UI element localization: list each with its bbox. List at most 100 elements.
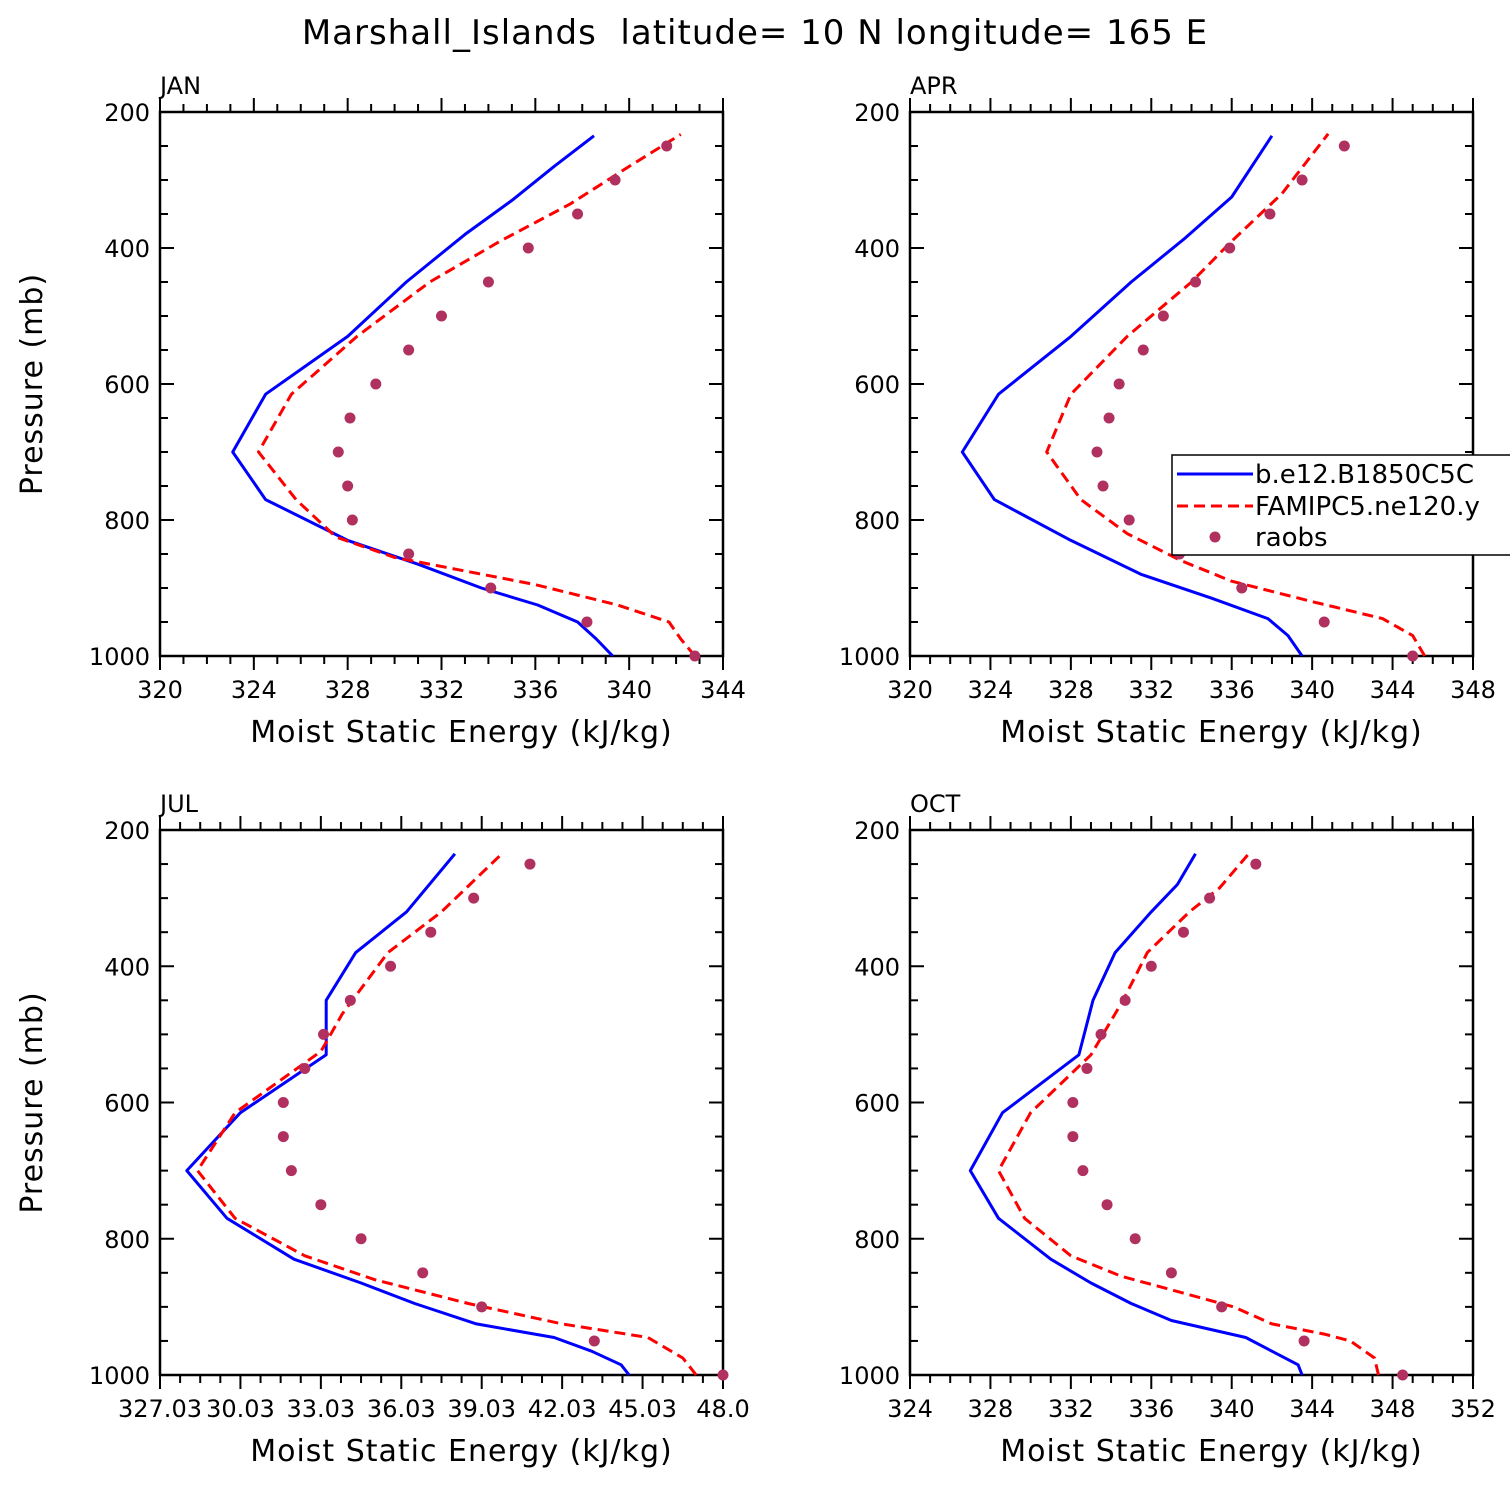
raobs-point (524, 858, 536, 870)
series-line-b-e12 (185, 852, 631, 1376)
raobs-point (1407, 650, 1419, 662)
raobs-point (436, 310, 447, 322)
series-line-famipc5 (257, 133, 697, 657)
raobs-point (1264, 208, 1276, 220)
x-tick-label: 36.03 (367, 1395, 436, 1423)
raobs-point (1103, 412, 1115, 424)
raobs-point (370, 378, 382, 390)
raobs-point (689, 650, 701, 662)
series-line-famipc5 (997, 851, 1380, 1376)
raobs-point (1236, 582, 1248, 594)
y-tick-label: 1000 (89, 1362, 150, 1390)
x-tick-label: 30.03 (206, 1395, 275, 1423)
x-tick-label: 332 (1128, 676, 1174, 704)
raobs-point (277, 1097, 289, 1108)
raobs-point (1296, 174, 1308, 186)
figure-title: Marshall_Islands latitude= 10 N longitud… (302, 13, 1208, 53)
y-tick-label: 600 (854, 1090, 900, 1118)
panel-jan: 200 400 600 800 1000 320 324 328 332 336 340 344 JAN… (15, 72, 746, 750)
x-tick-label: 336 (1209, 676, 1255, 704)
x-axis-label: Moist Static Energy (kJ/kg) (1000, 715, 1423, 750)
y-tick-label: 800 (854, 1226, 900, 1254)
x-tick-label: 332 (419, 676, 465, 704)
x-tick-label: 344 (1370, 676, 1416, 704)
x-tick-label: 336 (512, 676, 558, 704)
raobs-point (1081, 1062, 1093, 1074)
raobs-point (1298, 1335, 1310, 1347)
y-tick-label: 400 (854, 953, 900, 981)
y-tick-label: 200 (854, 99, 900, 127)
raobs-point (285, 1165, 297, 1177)
x-tick-label: 328 (1048, 676, 1094, 704)
panel-label: JUL (158, 790, 199, 818)
panel-label: APR (910, 72, 958, 100)
raobs-point (1145, 960, 1157, 972)
raobs-point (403, 548, 415, 560)
raobs-point (1123, 514, 1135, 526)
y-tick-label: 200 (854, 817, 900, 845)
panel-jul: 200 400 600 800 1000 327.03 30.03 33.03 36.03 39.… (15, 790, 750, 1469)
x-tick-label: 48.0 (696, 1395, 749, 1423)
legend-entry-label: FAMIPC5.ne120.y (1255, 492, 1480, 522)
raobs-point (609, 174, 621, 186)
raobs-point (1067, 1097, 1079, 1108)
raobs-point (342, 480, 354, 492)
x-tick-label: 340 (606, 676, 652, 704)
raobs-point (332, 446, 344, 458)
raobs-point (1097, 480, 1109, 492)
y-tick-label: 400 (104, 235, 150, 263)
raobs-point (1224, 242, 1236, 254)
panel-oct: 200 400 600 800 1000 324 328 332 336 340 344 348 352… (839, 790, 1496, 1469)
y-tick-label: 800 (104, 1226, 150, 1254)
raobs-point (344, 412, 356, 424)
raobs-point (1397, 1369, 1409, 1381)
raobs-point (1157, 310, 1169, 322)
raobs-point (1119, 994, 1131, 1006)
raobs-point (572, 208, 584, 220)
raobs-point (385, 960, 397, 972)
raobs-point (482, 276, 494, 288)
y-tick-label: 600 (104, 371, 150, 399)
panel-apr: 200 400 600 800 1000 320 324 328 332 336 340 344 348… (839, 72, 1496, 750)
y-tick-label: 400 (104, 953, 150, 981)
raobs-point (1067, 1131, 1079, 1143)
x-tick-label: 324 (231, 676, 277, 704)
raobs-point (1250, 858, 1262, 870)
x-tick-label: 344 (700, 676, 746, 704)
raobs-point (1204, 892, 1216, 904)
y-tick-label: 800 (854, 507, 900, 535)
x-tick-label: 33.03 (286, 1395, 355, 1423)
raobs-point (1101, 1199, 1113, 1211)
raobs-point (355, 1233, 367, 1245)
y-tick-label: 1000 (89, 643, 150, 671)
y-tick-label: 1000 (839, 643, 900, 671)
series-line-b-e12 (968, 853, 1304, 1376)
y-tick-label: 400 (854, 235, 900, 263)
raobs-point (661, 140, 673, 152)
legend-entry-label: b.e12.B1850C5C (1255, 460, 1474, 490)
plot-frame (908, 110, 1475, 658)
x-tick-label: 332 (1048, 1395, 1094, 1423)
legend-entry-label: raobs (1255, 523, 1328, 553)
x-tick-label: 352 (1450, 1395, 1496, 1423)
raobs-point (346, 514, 358, 526)
raobs-point (1318, 616, 1330, 628)
plot-frame (158, 828, 725, 1377)
x-tick-label: 336 (1128, 1395, 1174, 1423)
x-tick-label: 324 (887, 1395, 933, 1423)
raobs-point (1177, 926, 1189, 938)
raobs-point (1113, 378, 1125, 390)
legend-marker-raobs (1209, 531, 1221, 543)
x-tick-label: 340 (1289, 676, 1335, 704)
raobs-point (417, 1267, 429, 1279)
y-tick-label: 600 (104, 1090, 150, 1118)
x-axis-label: Moist Static Energy (kJ/kg) (250, 1434, 673, 1469)
raobs-point (1129, 1233, 1141, 1245)
y-tick-label: 200 (104, 817, 150, 845)
series-line-famipc5 (196, 851, 698, 1376)
raobs-point (485, 582, 497, 594)
y-axis-label: Pressure (mb) (15, 273, 50, 495)
raobs-point (1095, 1028, 1107, 1040)
x-axis-label: Moist Static Energy (kJ/kg) (250, 715, 673, 750)
